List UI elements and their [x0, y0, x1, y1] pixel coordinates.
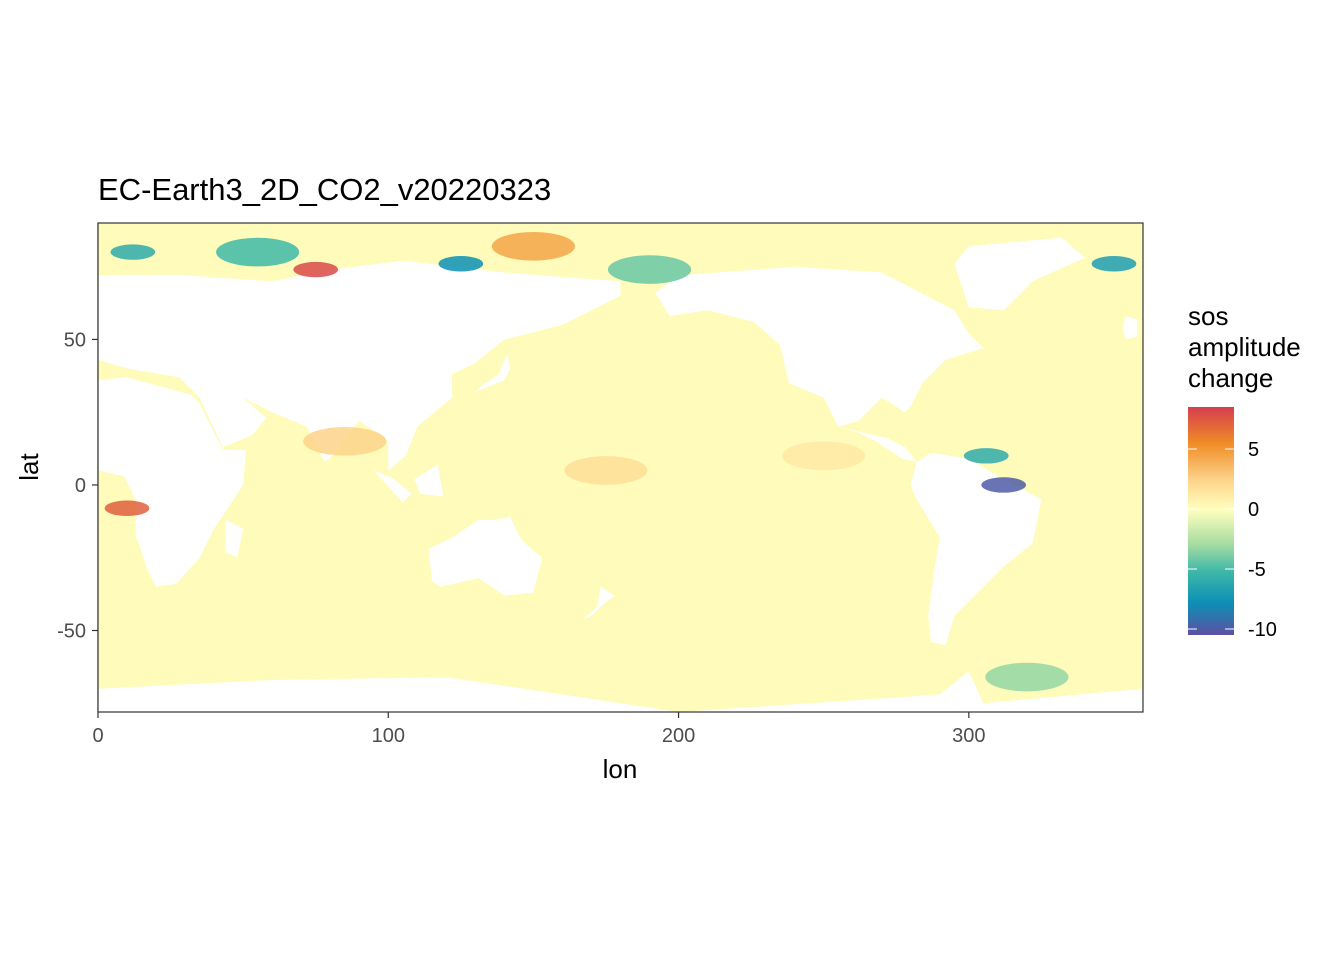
x-tick-label-0: 0 — [92, 725, 103, 747]
anomaly-patch-6 — [607, 255, 692, 284]
australia-land — [428, 517, 543, 596]
legend: sos amplitude change 5 0 -5 -10 — [1188, 301, 1301, 641]
legend-tick-label-1: 0 — [1248, 499, 1259, 521]
land-mask — [98, 237, 1143, 747]
antarctica-land — [98, 671, 1143, 747]
y-tick-label-1: 0 — [75, 475, 86, 497]
greenland-land — [954, 237, 1085, 311]
se-asia-island-2 — [414, 464, 444, 497]
legend-tick-label-0: 5 — [1248, 439, 1259, 461]
se-asia-island-1 — [373, 470, 412, 503]
anomaly-patch-8 — [981, 477, 1027, 493]
x-tick-label-3: 300 — [952, 725, 985, 747]
new-zealand-land — [582, 586, 615, 619]
y-tick-label-0: -50 — [57, 621, 86, 643]
anomaly-patch-4 — [438, 256, 484, 272]
legend-title-line-1: sos — [1188, 301, 1228, 331]
legend-tick-label-2: -5 — [1248, 559, 1266, 581]
anomaly-patch-1 — [110, 244, 156, 260]
arabia-land — [199, 397, 267, 448]
anomaly-patch-2 — [216, 237, 300, 267]
uk-land — [1122, 316, 1138, 340]
anomaly-patch-3 — [293, 261, 339, 278]
x-axis: 0 100 200 300 — [92, 712, 986, 747]
north-america-land — [655, 266, 984, 427]
legend-title-line-3: change — [1188, 363, 1273, 393]
anomaly-patch-5 — [491, 231, 576, 261]
legend-ticks: 5 0 -5 -10 — [1188, 439, 1277, 641]
x-tick-label-2: 200 — [662, 725, 695, 747]
y-axis-label: lat — [14, 452, 44, 480]
japan-land — [475, 354, 511, 392]
chart-title: EC-Earth3_2D_CO2_v20220323 — [98, 172, 551, 207]
panel-border — [97, 222, 1144, 713]
legend-tick-label-3: -10 — [1248, 619, 1277, 641]
anomaly-patch-13 — [782, 441, 866, 471]
legend-colorbar — [1188, 407, 1234, 635]
anomaly-patch-7 — [963, 448, 1009, 464]
y-axis: -50 0 50 — [57, 329, 98, 643]
madagascar-land — [225, 519, 244, 558]
africa-land — [98, 377, 246, 587]
anomaly-patch-0 — [104, 500, 150, 516]
anomaly-patch-11 — [303, 427, 387, 456]
plot-panel — [97, 222, 1144, 747]
south-america-land — [910, 452, 1042, 646]
legend-title-line-2: amplitude — [1188, 332, 1301, 362]
anomaly-patches — [104, 231, 1137, 692]
x-axis-label: lon — [603, 754, 638, 784]
anomaly-patch-9 — [1091, 256, 1137, 272]
y-tick-label-2: 50 — [64, 329, 86, 351]
anomaly-patch-12 — [564, 456, 648, 485]
x-tick-label-1: 100 — [372, 725, 405, 747]
central-america-land — [838, 426, 917, 462]
anomaly-patch-10 — [985, 662, 1069, 692]
